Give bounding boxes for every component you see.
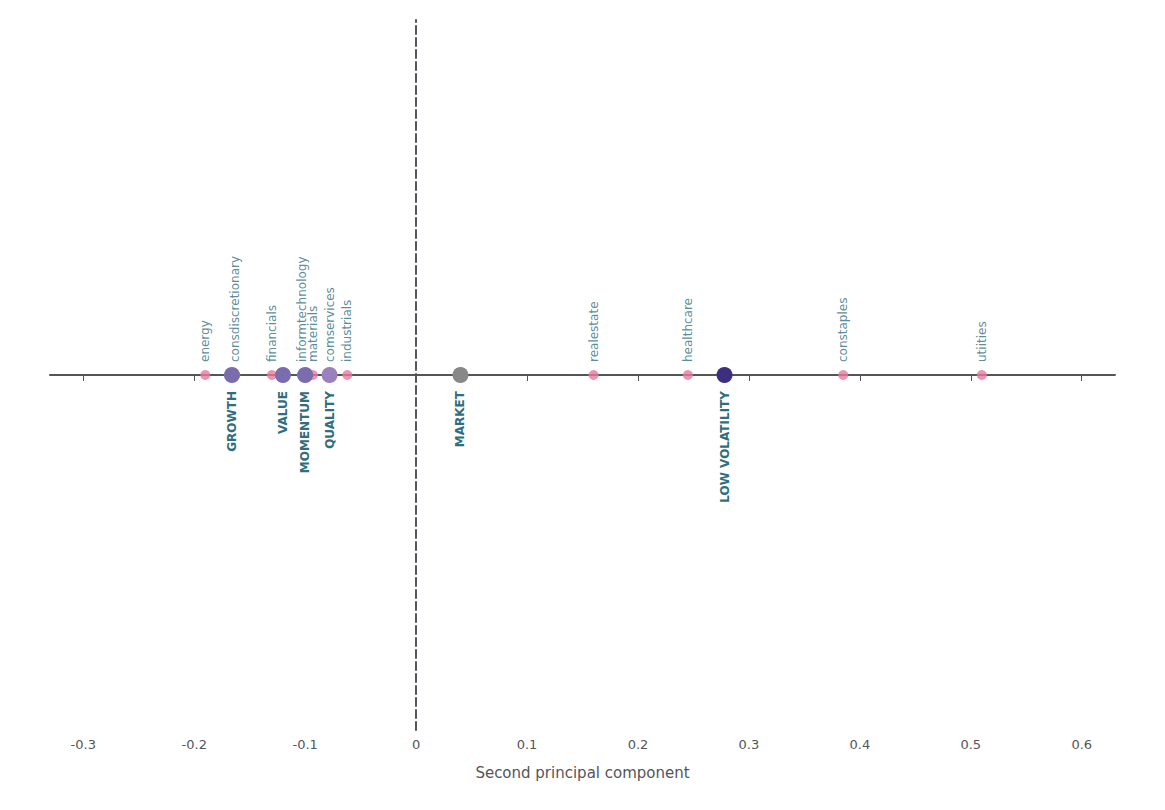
svg-text:industrials: industrials	[340, 300, 354, 362]
svg-text:healthcare: healthcare	[681, 298, 695, 362]
svg-text:constaples: constaples	[836, 298, 850, 362]
svg-text:VALUE: VALUE	[276, 391, 290, 434]
svg-text:0.6: 0.6	[1071, 737, 1092, 752]
svg-text:0.3: 0.3	[739, 737, 760, 752]
svg-text:QUALITY: QUALITY	[323, 391, 337, 449]
svg-text:realestate: realestate	[587, 301, 601, 362]
svg-text:energy: energy	[198, 320, 212, 362]
svg-text:materials: materials	[306, 306, 320, 362]
svg-text:consdiscretionary: consdiscretionary	[228, 256, 242, 362]
svg-text:informtechnology: informtechnology	[294, 256, 309, 362]
svg-text:comservices: comservices	[323, 287, 337, 362]
svg-text:-0.1: -0.1	[292, 737, 317, 752]
svg-text:0.2: 0.2	[628, 737, 649, 752]
svg-text:-0.3: -0.3	[71, 737, 96, 752]
svg-text:MARKET: MARKET	[453, 390, 467, 447]
svg-text:0.1: 0.1	[517, 737, 538, 752]
svg-text:Second principal component: Second principal component	[475, 764, 689, 782]
svg-text:GROWTH: GROWTH	[225, 391, 239, 452]
svg-text:-0.2: -0.2	[182, 737, 207, 752]
svg-text:utiities: utiities	[975, 321, 989, 362]
svg-text:0: 0	[412, 737, 420, 752]
svg-text:financials: financials	[265, 305, 279, 362]
svg-text:MOMENTUM: MOMENTUM	[298, 391, 312, 473]
svg-text:0.5: 0.5	[960, 737, 981, 752]
svg-text:LOW VOLATILITY: LOW VOLATILITY	[718, 391, 732, 503]
svg-text:0.4: 0.4	[850, 737, 871, 752]
